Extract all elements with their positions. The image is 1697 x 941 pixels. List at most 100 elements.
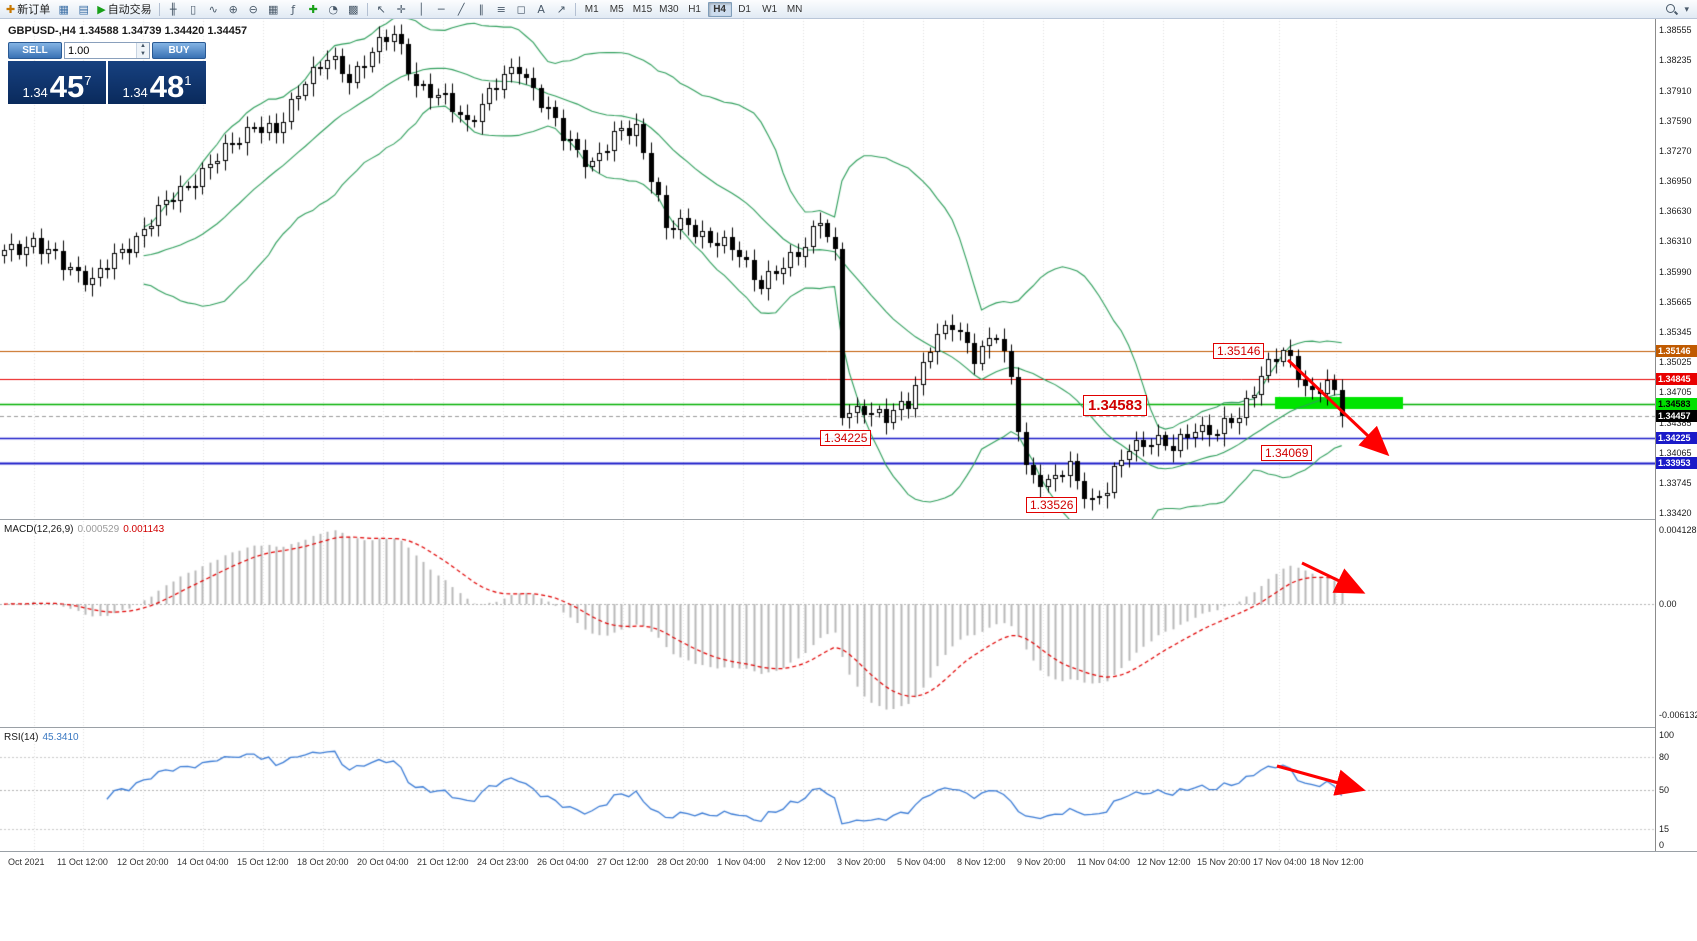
auto-trading-label: 自动交易 [107, 4, 152, 16]
arrows-button[interactable]: ↗ [552, 1, 571, 18]
volume-increase-button[interactable]: ▲ [137, 43, 149, 51]
new-order-button[interactable]: ✚ 新订单 [3, 1, 53, 18]
price-tick: 1.35345 [1659, 327, 1692, 338]
periods-button[interactable]: ◔ [324, 1, 343, 18]
time-label: 18 Oct 20:00 [297, 857, 349, 867]
toolbar-separator [158, 2, 160, 16]
rsi-value: 45.3410 [42, 732, 79, 743]
time-label: 8 Nov 12:00 [957, 857, 1006, 867]
line-chart-button[interactable]: ∿ [204, 1, 223, 18]
time-label: 18 Nov 12:00 [1310, 857, 1364, 867]
time-axis[interactable]: Oct 2021 11 Oct 12:00 12 Oct 20:00 14 Oct 0… [0, 852, 1697, 941]
sell-price-display[interactable]: 1.34 45 7 [8, 61, 106, 104]
cursor-icon: ↖ [376, 2, 386, 16]
pane-separator[interactable] [0, 519, 1697, 520]
price-axis[interactable]: 1.38555 1.38235 1.37910 1.37590 1.37270 1.369… [1655, 18, 1697, 851]
timeframe-h1-button[interactable]: H1 [683, 2, 707, 17]
price-tick: 1.37590 [1659, 116, 1692, 127]
tile-windows-button[interactable]: ▦ [264, 1, 283, 18]
zoom-out-button[interactable]: ⊖ [244, 1, 263, 18]
buy-price-sup: 1 [184, 73, 192, 88]
time-label: 5 Nov 04:00 [897, 857, 946, 867]
add-indicator-button[interactable]: ✚ [304, 1, 323, 18]
time-label: 1 Nov 04:00 [717, 857, 766, 867]
periods-icon: ◔ [328, 2, 338, 16]
shapes-button[interactable]: ◻ [512, 1, 531, 18]
rsi-indicator-label: RSI(14) 45.3410 [4, 732, 79, 743]
time-label: 11 Oct 12:00 [57, 857, 108, 867]
time-label: 17 Nov 04:00 [1253, 857, 1307, 867]
macd-canvas[interactable] [0, 521, 1655, 727]
templates-button[interactable]: ▩ [344, 1, 363, 18]
auto-trading-button[interactable]: ▶ 自动交易 [94, 1, 154, 18]
price-tick: 1.38235 [1659, 55, 1692, 66]
timeframe-d1-button[interactable]: D1 [733, 2, 757, 17]
text-button[interactable]: A [532, 1, 551, 18]
price-callout[interactable]: 1.34225 [820, 430, 872, 446]
volume-field: ▲ ▼ [64, 42, 150, 59]
price-tick: 1.36630 [1659, 206, 1692, 217]
time-label: 15 Oct 12:00 [237, 857, 289, 867]
time-label: 11 Nov 04:00 [1077, 857, 1130, 867]
buy-price-prefix: 1.34 [122, 85, 148, 100]
search-icon[interactable] [1665, 3, 1678, 16]
price-tag: 1.34583 [1656, 397, 1697, 410]
fibonacci-button[interactable]: ≡ [492, 1, 511, 18]
cursor-button[interactable]: ↖ [372, 1, 391, 18]
crosshair-icon: ✛ [396, 2, 406, 16]
volume-input[interactable] [65, 43, 136, 58]
price-callout[interactable]: 1.33526 [1026, 497, 1078, 513]
main-toolbar: ✚ 新订单 ▦ ▤ ▶ 自动交易 ╫ ▯ ∿ ⊕ ⊖ ▦ ƒ ✚ ◔ ▩ ↖ ✛ │ ─ ╱ ∥ ≡ ◻ A ↗ M1 M5 M15 M3… [0, 0, 1697, 19]
timeframe-m1-button[interactable]: M1 [580, 2, 604, 17]
pane-separator[interactable] [0, 851, 1697, 852]
rsi-name: RSI(14) [4, 732, 39, 743]
price-tag: 1.35146 [1656, 344, 1697, 357]
volume-decrease-button[interactable]: ▼ [137, 50, 149, 58]
timeframe-m15-button[interactable]: M15 [630, 2, 655, 17]
candlestick-chart-button[interactable]: ▯ [184, 1, 203, 18]
zoom-in-button[interactable]: ⊕ [224, 1, 243, 18]
macd-indicator-label: MACD(12,26,9) 0.000529 0.001143 [4, 524, 164, 535]
bar-chart-button[interactable]: ╫ [164, 1, 183, 18]
equidistant-channel-button[interactable]: ∥ [472, 1, 491, 18]
timeframe-h4-button[interactable]: H4 [707, 1, 732, 17]
price-tick: 1.33420 [1659, 508, 1692, 519]
rsi-scale-value: 100 [1659, 729, 1675, 740]
new-chart-button[interactable]: ▦ [54, 1, 73, 18]
macd-scale-value: 0.00 [1659, 599, 1677, 610]
sell-button[interactable]: SELL [8, 42, 62, 59]
rsi-canvas[interactable] [0, 729, 1655, 851]
macd-main-value: 0.000529 [77, 524, 120, 535]
horizontal-line-button[interactable]: ─ [432, 1, 451, 18]
rsi-scale-value: 15 [1659, 823, 1670, 834]
buy-price-display[interactable]: 1.34 48 1 [108, 61, 206, 104]
price-callout[interactable]: 1.34583 [1083, 395, 1148, 416]
price-tick: 1.34385 [1659, 417, 1692, 428]
time-label: 27 Oct 12:00 [597, 857, 649, 867]
auto-trading-icon: ▶ [97, 2, 106, 16]
time-label: 21 Oct 12:00 [417, 857, 469, 867]
price-callout[interactable]: 1.34069 [1261, 445, 1313, 461]
toolbar-separator [574, 2, 576, 16]
templates-icon: ▩ [347, 2, 359, 16]
timeframe-m30-button[interactable]: M30 [656, 2, 681, 17]
timeframe-m5-button[interactable]: M5 [605, 2, 629, 17]
rsi-scale-value: 0 [1659, 840, 1665, 851]
price-tick: 1.34065 [1659, 447, 1692, 458]
indicators-button[interactable]: ƒ [284, 1, 303, 18]
profiles-button[interactable]: ▤ [74, 1, 93, 18]
price-tag: 1.34845 [1656, 373, 1697, 386]
time-label: 3 Nov 20:00 [837, 857, 886, 867]
timeframe-mn-button[interactable]: MN [783, 2, 807, 17]
toolbar-dropdown-icon[interactable]: ▾ [1684, 3, 1689, 14]
time-label: Oct 2021 [8, 857, 45, 867]
buy-button[interactable]: BUY [152, 42, 206, 59]
sell-price-main: 45 [49, 69, 85, 104]
trendline-button[interactable]: ╱ [452, 1, 471, 18]
crosshair-button[interactable]: ✛ [392, 1, 411, 18]
pane-separator[interactable] [0, 727, 1697, 728]
price-callout[interactable]: 1.35146 [1213, 343, 1265, 359]
vertical-line-button[interactable]: │ [412, 1, 431, 18]
timeframe-w1-button[interactable]: W1 [758, 2, 782, 17]
text-icon: A [537, 2, 545, 16]
